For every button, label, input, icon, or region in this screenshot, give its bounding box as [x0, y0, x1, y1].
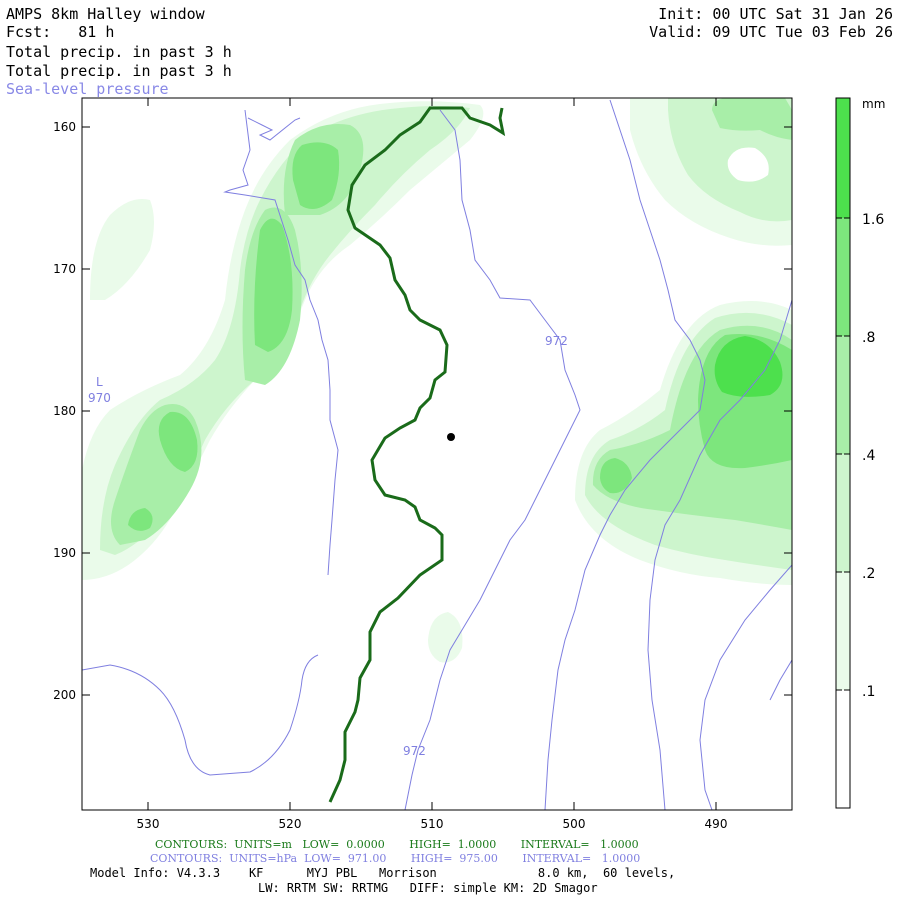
- isobar-line: [769, 659, 792, 701]
- field-label-precip-2: Total precip. in past 3 h: [6, 62, 232, 80]
- y-axis-labels: 160 170 180 190 200: [53, 120, 76, 702]
- field-label-precip-1: Total precip. in past 3 h: [6, 43, 232, 61]
- isobar-line: [404, 109, 581, 810]
- colorbar-label: .2: [862, 566, 875, 582]
- terrain-contour: [328, 106, 506, 803]
- x-axis-labels: 530 520 510 500 490: [137, 817, 728, 831]
- y-tick-label: 160: [53, 120, 76, 134]
- valid-time: Valid: 09 UTC Tue 03 Feb 26: [649, 23, 893, 41]
- isobar-line: [647, 299, 792, 810]
- precip-area: [158, 411, 198, 472]
- colorbar-label: .8: [862, 330, 875, 346]
- contour-info-terrain: CONTOURS: UNITS=m LOW= 0.0000 HIGH= 1.00…: [155, 838, 639, 851]
- y-axis-ticks: [82, 126, 792, 696]
- x-tick-label: 530: [137, 817, 160, 831]
- isobars: [82, 99, 792, 810]
- colorbar-segment: [836, 690, 850, 808]
- precip-area: [90, 199, 154, 300]
- colorbar-segment: [836, 336, 850, 454]
- isobar-line: [699, 564, 792, 810]
- isobar-line: [247, 117, 301, 141]
- station-marker: [447, 433, 455, 441]
- isobar-label: 970: [88, 391, 111, 405]
- isobar-label: 972: [403, 744, 426, 758]
- precip-area: [292, 142, 340, 209]
- precip-area: [600, 458, 632, 494]
- colorbar-label: .4: [862, 448, 875, 464]
- precip-area: [128, 508, 153, 531]
- colorbar-segment: [836, 218, 850, 336]
- x-tick-label: 490: [705, 817, 728, 831]
- init-time: Init: 00 UTC Sat 31 Jan 26: [658, 5, 893, 23]
- precip-area: [714, 336, 783, 397]
- precip-area: [428, 612, 463, 663]
- forecast-label: Fcst:: [6, 23, 52, 41]
- colorbar-frame: [835, 97, 851, 809]
- isobar-line: [82, 654, 319, 776]
- isobar-line: [223, 109, 339, 576]
- contour-info-pressure: CONTOURS: UNITS=hPa LOW= 971.00 HIGH= 97…: [150, 852, 641, 865]
- colorbar-segment: [836, 454, 850, 572]
- colorbar-label: 1.6: [862, 212, 884, 228]
- x-tick-label: 520: [279, 817, 302, 831]
- y-tick-label: 200: [53, 688, 76, 702]
- field-label-pressure: Sea-level pressure: [6, 80, 169, 98]
- low-marker: L: [96, 375, 103, 389]
- colorbar-label: .1: [862, 684, 875, 700]
- y-tick-label: 190: [53, 546, 76, 560]
- colorbar-segment: [836, 572, 850, 690]
- precip-area: [254, 218, 293, 352]
- model-info: Model Info: V4.3.3 KF MYJ PBL Morrison 8…: [90, 866, 676, 880]
- map-frame: [81, 97, 793, 811]
- precip-area: [727, 147, 769, 182]
- isobar-line: [544, 99, 706, 810]
- colorbar-units: mm: [862, 97, 885, 111]
- colorbar-segment: [836, 98, 850, 218]
- forecast-hours: 81 h: [78, 23, 115, 41]
- colorbar: mm .1 .2 .4 .8 1.6: [835, 97, 885, 809]
- x-axis-ticks: [147, 98, 717, 810]
- map-title: AMPS 8km Halley window: [6, 5, 205, 23]
- x-tick-label: 510: [421, 817, 444, 831]
- isobar-label: 972: [545, 334, 568, 348]
- y-tick-label: 170: [53, 262, 76, 276]
- forecast-line: Fcst: 81 h: [6, 23, 114, 41]
- x-tick-label: 500: [563, 817, 586, 831]
- precip-shading: [82, 98, 792, 663]
- map-area: [82, 98, 792, 810]
- y-tick-label: 180: [53, 404, 76, 418]
- precip-area: [712, 98, 792, 140]
- model-physics: LW: RRTM SW: RRTMG DIFF: simple KM: 2D S…: [258, 881, 598, 895]
